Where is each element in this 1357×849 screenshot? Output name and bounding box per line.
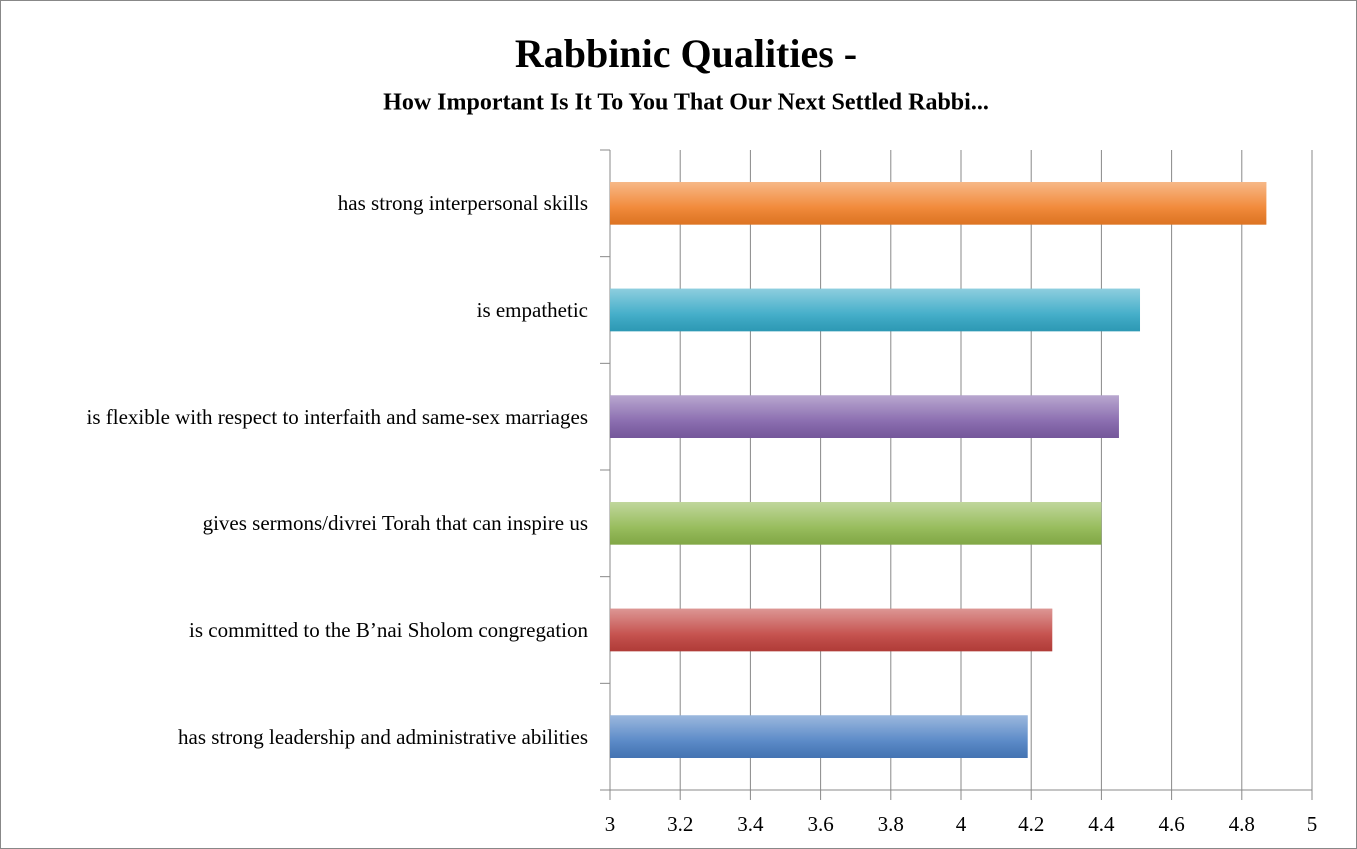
x-tick-label: 4.8 bbox=[1229, 812, 1255, 836]
category-label-box: is committed to the B’nai Sholom congreg… bbox=[8, 617, 588, 643]
y-tick-label: is committed to the B’nai Sholom congreg… bbox=[189, 618, 588, 642]
category-label-box: is empathetic bbox=[8, 297, 588, 323]
chart-title: Rabbinic Qualities - bbox=[515, 31, 857, 76]
y-tick-label: is flexible with respect to interfaith a… bbox=[86, 404, 589, 429]
x-tick-label: 3.2 bbox=[667, 812, 693, 836]
bar-shine bbox=[610, 288, 1141, 332]
category-label-box: has strong interpersonal skills bbox=[8, 190, 588, 216]
y-tick-label: gives sermons/divrei Torah that can insp… bbox=[202, 511, 588, 536]
bar-shine bbox=[610, 502, 1102, 545]
x-tick-label: 4.2 bbox=[1018, 812, 1044, 836]
bar-shine bbox=[610, 715, 1028, 758]
y-tick-label: has strong interpersonal skills bbox=[337, 191, 588, 216]
x-tick-label: 3.8 bbox=[878, 812, 904, 836]
y-tick-label: is empathetic bbox=[476, 298, 588, 322]
x-tick-label: 3.6 bbox=[807, 812, 833, 836]
category-label-box: is flexible with respect to interfaith a… bbox=[8, 404, 589, 430]
x-tick-label: 3.4 bbox=[737, 812, 764, 836]
x-tick-label: 4.4 bbox=[1088, 812, 1115, 836]
bar-shine bbox=[610, 608, 1053, 652]
bar-shine bbox=[610, 182, 1267, 225]
x-tick-label: 4 bbox=[956, 812, 967, 836]
bar-shine bbox=[610, 395, 1119, 438]
category-label-box: has strong leadership and administrative… bbox=[8, 724, 588, 750]
x-tick-label: 4.6 bbox=[1158, 812, 1184, 836]
x-tick-label: 5 bbox=[1307, 812, 1318, 836]
category-label-box: gives sermons/divrei Torah that can insp… bbox=[8, 510, 588, 536]
x-tick-label: 3 bbox=[605, 812, 616, 836]
chart-subtitle: How Important Is It To You That Our Next… bbox=[383, 90, 989, 116]
y-tick-label: has strong leadership and administrative… bbox=[178, 724, 588, 749]
